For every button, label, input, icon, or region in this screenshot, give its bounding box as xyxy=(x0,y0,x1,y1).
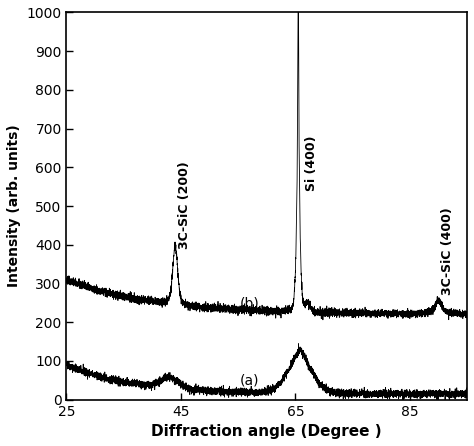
Text: Si (400): Si (400) xyxy=(305,135,318,190)
Text: (a): (a) xyxy=(240,373,259,387)
X-axis label: Diffraction angle (Degree ): Diffraction angle (Degree ) xyxy=(152,424,382,439)
Text: 3C-SiC (400): 3C-SiC (400) xyxy=(441,207,454,295)
Text: (b): (b) xyxy=(240,297,259,310)
Text: 3C-SiC (200): 3C-SiC (200) xyxy=(178,161,191,248)
Y-axis label: Intensity (arb. units): Intensity (arb. units) xyxy=(7,125,21,287)
